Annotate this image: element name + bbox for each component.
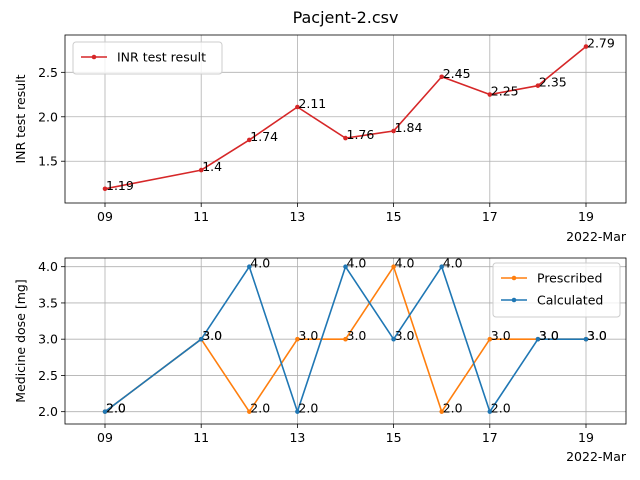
- data-label: 2.0: [443, 401, 463, 416]
- data-label: 1.84: [395, 120, 423, 135]
- data-label: 2.45: [443, 66, 471, 81]
- data-label: 2.11: [298, 96, 326, 111]
- data-point: [343, 336, 348, 342]
- legend-swatch-marker: [511, 275, 517, 281]
- data-point: [102, 409, 108, 414]
- data-label: 2.35: [539, 75, 567, 90]
- data-point: [487, 336, 493, 342]
- data-label: 1.4: [202, 159, 222, 174]
- data-label: 4.0: [395, 256, 415, 271]
- plot-frame: [64, 34, 627, 204]
- data-label: 2.0: [106, 401, 126, 416]
- legend-label: Prescribed: [537, 271, 602, 286]
- data-label: 3.0: [587, 328, 607, 343]
- y-tick-label: 2.5: [38, 65, 58, 80]
- x-tick-label: 13: [289, 209, 305, 224]
- y-tick-label: 1.5: [38, 154, 58, 169]
- chart-panel-1: Pacjent-2.csv 09 11 13 15 17 19 1.5 2.0 2.5 INR te…: [13, 8, 627, 244]
- data-point: [535, 83, 541, 88]
- y-tick-label: 2.0: [38, 404, 58, 419]
- y-tick-label: 4.0: [38, 259, 58, 274]
- y-tick-label: 2.0: [38, 109, 58, 124]
- x-offset-label: 2022-Mar: [566, 449, 627, 464]
- data-point: [247, 137, 252, 143]
- data-point: [487, 92, 493, 97]
- data-point: [391, 128, 396, 134]
- data-label: 2.25: [491, 84, 519, 99]
- data-point: [535, 336, 541, 342]
- data-label: 2.0: [250, 401, 270, 416]
- data-point: [247, 264, 252, 269]
- data-label: 3.0: [202, 328, 222, 343]
- data-point: [343, 264, 348, 269]
- data-point: [439, 409, 445, 414]
- x-tick-label: 13: [289, 430, 305, 445]
- x-tick-label: 19: [578, 209, 594, 224]
- y-axis-label: INR test result: [13, 74, 28, 163]
- series-line-2: [104, 265, 586, 413]
- y-tick-label: 3.5: [38, 295, 58, 310]
- data-label: 3.0: [395, 328, 415, 343]
- data-point: [487, 409, 493, 414]
- x-tick-label: 17: [482, 209, 498, 224]
- legend: Prescribed Calculated: [492, 262, 621, 318]
- data-point: [391, 336, 396, 342]
- data-label: 1.76: [347, 127, 375, 142]
- data-label: 4.0: [443, 256, 463, 271]
- x-tick-label: 09: [97, 430, 113, 445]
- data-label: 3.0: [539, 328, 559, 343]
- y-axis-label: Medicine dose [mg]: [13, 279, 28, 402]
- x-offset-label: 2022-Mar: [566, 229, 627, 244]
- data-label: 1.19: [106, 178, 134, 193]
- data-label: 4.0: [250, 256, 270, 271]
- data-label: 4.0: [347, 256, 367, 271]
- y-tick-label: 3.0: [38, 332, 58, 347]
- chart-title: Pacjent-2.csv: [293, 8, 399, 27]
- data-point: [439, 74, 445, 80]
- x-tick-label: 19: [578, 430, 594, 445]
- chart-panel-2: 09 11 13 15 17 19 2.0 2.5 3.0 3.5 4.0 Medicine dose…: [13, 256, 627, 464]
- legend-box: [72, 41, 223, 75]
- data-label: 2.79: [587, 36, 615, 51]
- x-tick-label: 15: [386, 430, 402, 445]
- data-label: 3.0: [587, 328, 607, 343]
- legend-box: [492, 262, 621, 318]
- x-tick-label: 11: [193, 209, 209, 224]
- data-label: 3.0: [491, 328, 511, 343]
- data-point: [439, 264, 445, 269]
- data-point: [247, 409, 252, 414]
- legend-label: INR test result: [117, 50, 206, 65]
- data-point: [391, 264, 396, 269]
- data-label: 1.74: [250, 129, 278, 144]
- legend-swatch-marker: [91, 54, 97, 60]
- series-line-1: [104, 45, 587, 190]
- data-point: [583, 44, 589, 49]
- y-tick-label: 2.5: [38, 368, 58, 383]
- x-tick-label: 15: [386, 209, 402, 224]
- data-point: [343, 135, 348, 141]
- data-label: 3.0: [347, 328, 367, 343]
- data-point: [295, 409, 300, 414]
- data-point: [295, 104, 300, 110]
- data-label: 2.0: [106, 401, 126, 416]
- legend: INR test result: [72, 41, 223, 75]
- data-point: [295, 336, 300, 342]
- data-point: [198, 167, 204, 173]
- data-label: 2.0: [298, 401, 318, 416]
- data-point: [583, 336, 589, 342]
- data-label: 3.0: [298, 328, 318, 343]
- data-label: 2.0: [491, 401, 511, 416]
- data-point: [102, 186, 108, 192]
- data-point: [198, 336, 204, 342]
- x-tick-label: 11: [193, 430, 209, 445]
- data-label: 3.0: [202, 328, 222, 343]
- legend-swatch-marker: [511, 297, 517, 303]
- plot-frame: [64, 257, 627, 425]
- x-tick-label: 09: [97, 209, 113, 224]
- x-tick-label: 17: [482, 430, 498, 445]
- legend-label: Calculated: [537, 293, 603, 308]
